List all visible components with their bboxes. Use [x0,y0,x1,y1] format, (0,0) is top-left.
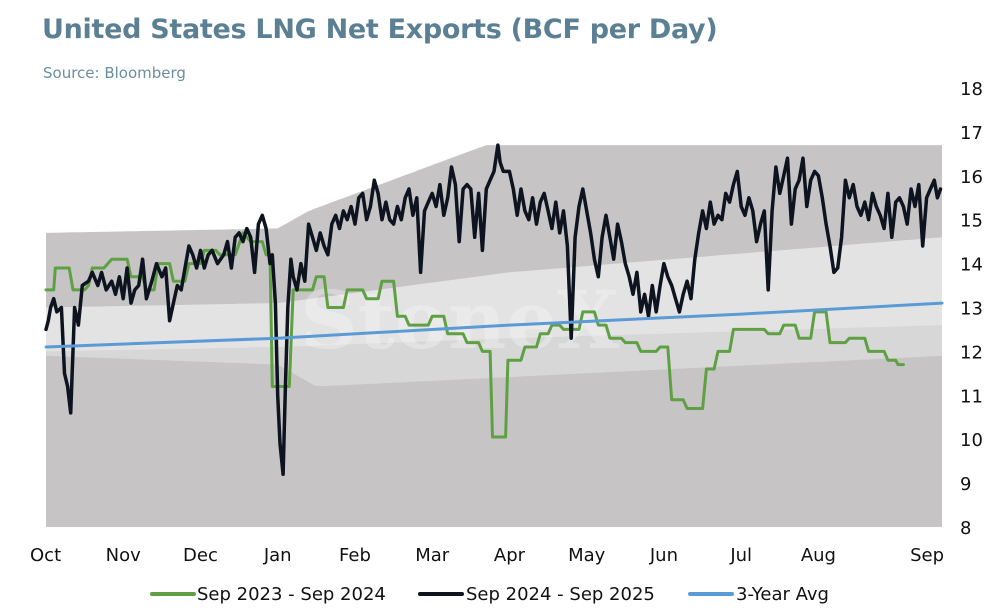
x-tick-label: Apr [494,545,526,566]
chart-title: United States LNG Net Exports (BCF per D… [42,14,718,45]
legend-label-3: 3-Year Avg [736,584,829,605]
x-tick-label: May [568,545,606,566]
y-tick-label: 8 [960,518,971,539]
x-tick-label: Jun [649,545,678,566]
x-tick-label: Aug [801,545,836,566]
x-tick-label: Sep [910,545,944,566]
y-tick-label: 13 [960,299,983,320]
x-tick-label: Mar [415,545,450,566]
y-tick-label: 10 [960,430,983,451]
y-tick-label: 17 [960,123,983,144]
y-tick-label: 15 [960,211,983,232]
y-tick-label: 11 [960,386,983,407]
x-tick-label: Jan [263,545,292,566]
legend-label-1: Sep 2023 - Sep 2024 [197,584,386,605]
y-tick-label: 12 [960,342,983,363]
x-tick-label: Nov [106,545,141,566]
y-axis-ticks: 8 9 10 11 12 13 14 15 16 17 18 [960,79,983,539]
x-axis-ticks: Oct Nov Dec Jan Feb Mar Apr May Jun Jul Aug Sep [30,545,944,566]
legend: Sep 2023 - Sep 2024 Sep 2024 - Sep 2025 3-… [150,584,829,605]
x-tick-label: Oct [30,545,61,566]
series-line-3 [44,301,944,349]
series-lines [44,143,944,477]
x-tick-label: Dec [183,545,218,566]
y-tick-label: 9 [960,474,971,495]
series-line-1 [44,231,905,439]
x-tick-label: Feb [339,545,371,566]
y-tick-label: 18 [960,79,983,100]
series-line-2 [44,143,943,477]
legend-label-2: Sep 2024 - Sep 2025 [466,584,655,605]
y-tick-label: 14 [960,255,983,276]
y-tick-label: 16 [960,167,983,188]
chart-subtitle: Source: Bloomberg [43,64,186,82]
x-tick-label: Jul [729,545,752,566]
